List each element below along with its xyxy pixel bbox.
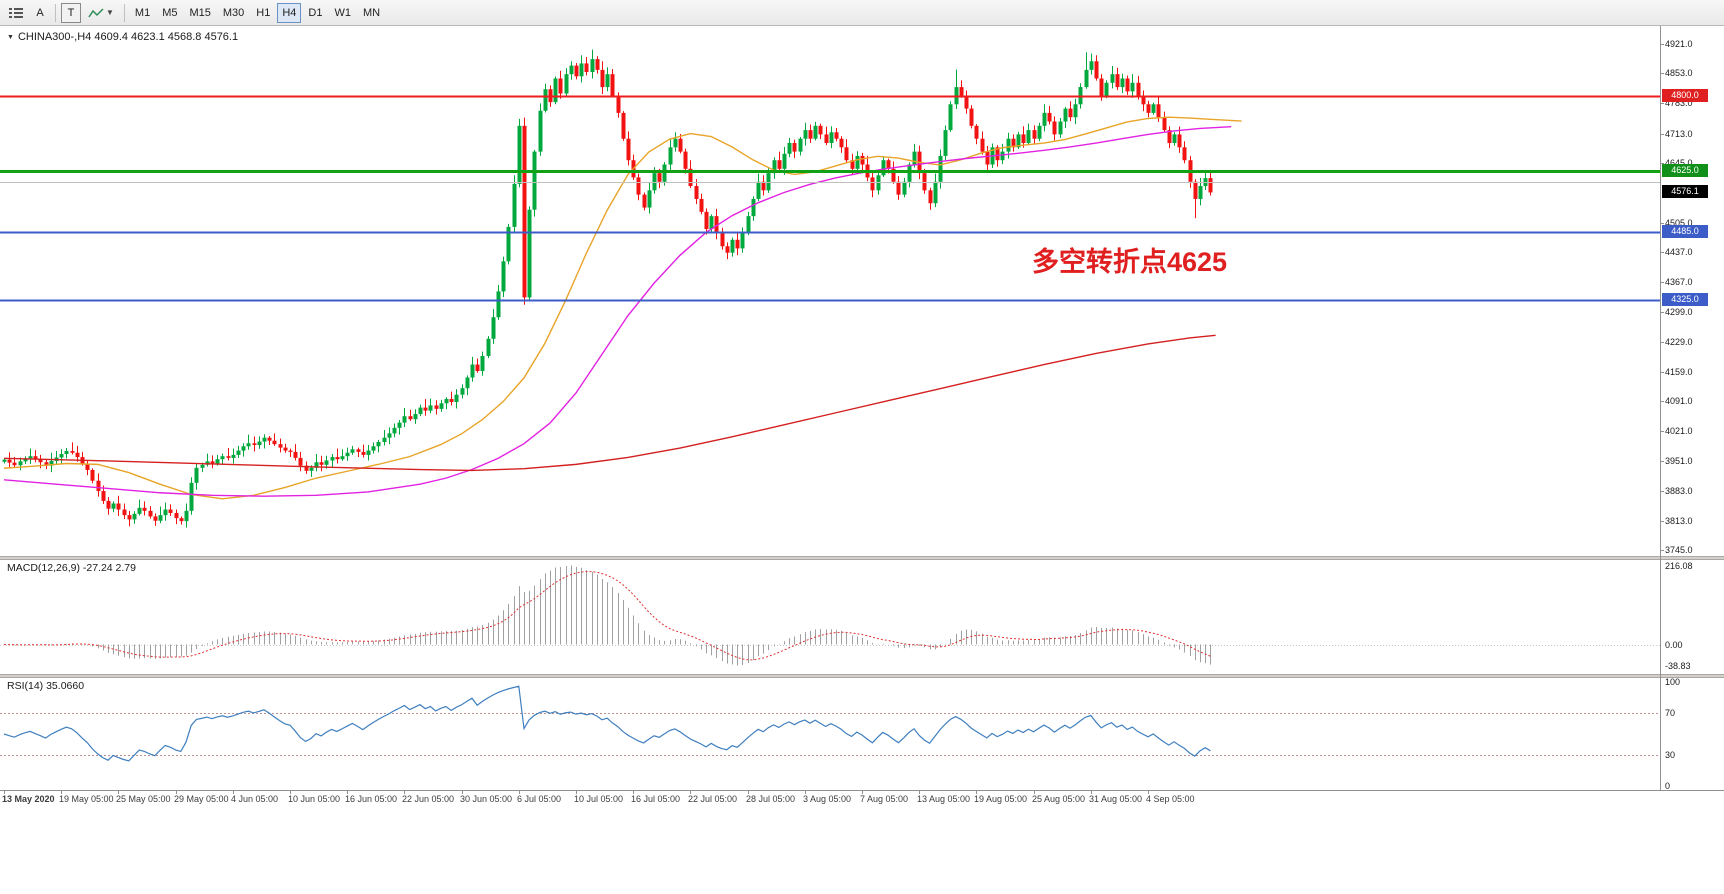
text-tool-label: T bbox=[67, 6, 75, 19]
chart-area[interactable]: ▼ CHINA300-,H4 4609.4 4623.1 4568.8 4576.… bbox=[0, 26, 1724, 894]
font-tool-button[interactable]: A bbox=[30, 3, 50, 23]
indicators-button[interactable]: ▼ bbox=[83, 3, 119, 23]
timeframe-button-d1[interactable]: D1 bbox=[303, 3, 327, 23]
timeframe-button-m1[interactable]: M1 bbox=[130, 3, 155, 23]
dropdown-caret-icon: ▼ bbox=[106, 8, 114, 17]
indicator-zigzag-icon bbox=[88, 7, 104, 17]
chart-canvas[interactable] bbox=[0, 26, 1724, 894]
timeframe-button-h1[interactable]: H1 bbox=[251, 3, 275, 23]
toolbar-separator bbox=[55, 3, 56, 22]
toolbar-separator bbox=[123, 3, 125, 22]
text-tool-button[interactable]: T bbox=[61, 2, 81, 23]
timeframe-button-mn[interactable]: MN bbox=[358, 3, 385, 23]
toolbar: A T ▼ M1 M5 M15 M30 H1 H4 D1 W1 MN bbox=[0, 0, 1724, 26]
menu-icon bbox=[9, 7, 23, 18]
timeframe-button-m5[interactable]: M5 bbox=[157, 3, 182, 23]
font-tool-label: A bbox=[36, 6, 44, 19]
timeframe-button-m15[interactable]: M15 bbox=[184, 3, 215, 23]
timeframe-button-h4[interactable]: H4 bbox=[277, 2, 302, 23]
timeframe-group: M1 M5 M15 M30 H1 H4 D1 W1 MN bbox=[129, 2, 386, 23]
charts-menu-button[interactable] bbox=[4, 3, 28, 23]
timeframe-button-w1[interactable]: W1 bbox=[329, 3, 356, 23]
timeframe-button-m30[interactable]: M30 bbox=[218, 3, 249, 23]
